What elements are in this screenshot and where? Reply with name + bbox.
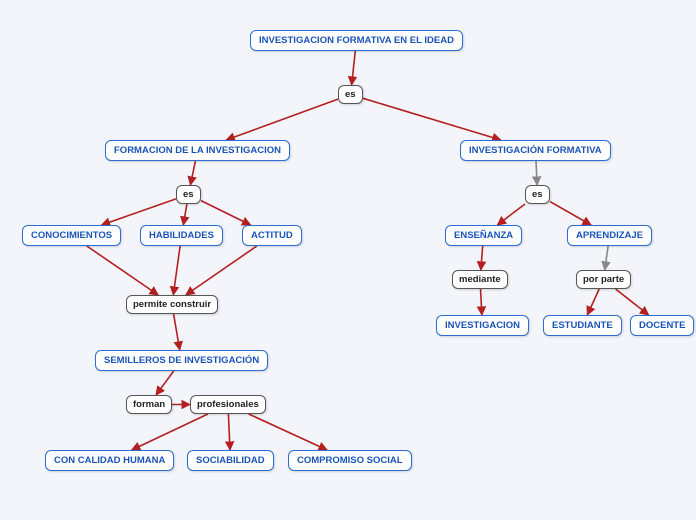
concept-node-calidad: CON CALIDAD HUMANA <box>45 450 174 471</box>
edge-profes-calidad <box>132 414 208 450</box>
edge-porparte-docente <box>616 289 649 315</box>
node-label: DOCENTE <box>639 320 685 331</box>
link-node-profes: profesionales <box>190 395 266 414</box>
node-label: INVESTIGACION FORMATIVA EN EL IDEAD <box>259 35 454 46</box>
concept-node-actitud: ACTITUD <box>242 225 302 246</box>
concept-node-docente: DOCENTE <box>630 315 694 336</box>
node-label: ACTITUD <box>251 230 293 241</box>
edge-es2-conoc <box>102 199 177 225</box>
concept-node-aprend: APRENDIZAJE <box>567 225 652 246</box>
node-label: forman <box>133 399 165 410</box>
edge-formacion-es2 <box>190 161 195 185</box>
concept-node-conoc: CONOCIMIENTOS <box>22 225 121 246</box>
concept-map-canvas: INVESTIGACION FORMATIVA EN EL IDEAD es FOR… <box>0 0 696 520</box>
node-label: ESTUDIANTE <box>552 320 613 331</box>
node-label: permite construir <box>133 299 211 310</box>
edge-es3-aprend <box>550 202 591 225</box>
link-node-porparte: por parte <box>576 270 631 289</box>
edge-ensen-mediante <box>481 246 483 270</box>
link-node-es1: es <box>338 85 363 104</box>
node-label: mediante <box>459 274 501 285</box>
edge-es1-formacion <box>226 99 338 140</box>
link-node-forman: forman <box>126 395 172 414</box>
edge-profes-compsoc <box>249 414 327 450</box>
node-label: CONOCIMIENTOS <box>31 230 112 241</box>
node-label: INVESTIGACION <box>445 320 520 331</box>
edge-actitud-permite <box>186 246 257 295</box>
link-node-es3: es <box>525 185 550 204</box>
node-label: APRENDIZAJE <box>576 230 643 241</box>
edge-semilleros-forman <box>156 371 174 395</box>
edge-es1-invform <box>363 98 501 140</box>
node-label: COMPROMISO SOCIAL <box>297 455 403 466</box>
concept-node-semilleros: SEMILLEROS DE INVESTIGACIÓN <box>95 350 268 371</box>
node-label: FORMACION DE LA INVESTIGACION <box>114 145 281 156</box>
link-node-es2: es <box>176 185 201 204</box>
node-label: es <box>532 189 543 200</box>
edges-layer <box>0 0 696 520</box>
node-label: SOCIABILIDAD <box>196 455 265 466</box>
concept-node-investig: INVESTIGACION <box>436 315 529 336</box>
edge-es3-ensen <box>497 204 525 225</box>
node-label: profesionales <box>197 399 259 410</box>
concept-node-compsoc: COMPROMISO SOCIAL <box>288 450 412 471</box>
edge-es2-actitud <box>201 201 251 225</box>
edge-root-es1 <box>352 51 356 85</box>
node-label: es <box>183 189 194 200</box>
edge-conoc-permite <box>87 246 158 295</box>
concept-node-root: INVESTIGACION FORMATIVA EN EL IDEAD <box>250 30 463 51</box>
edge-habil-permite <box>173 246 180 295</box>
node-label: ENSEÑANZA <box>454 230 513 241</box>
node-label: SEMILLEROS DE INVESTIGACIÓN <box>104 355 259 366</box>
edge-profes-sociab <box>228 414 230 450</box>
node-label: INVESTIGACIÓN FORMATIVA <box>469 145 602 156</box>
concept-node-sociab: SOCIABILIDAD <box>187 450 274 471</box>
concept-node-invform: INVESTIGACIÓN FORMATIVA <box>460 140 611 161</box>
node-label: por parte <box>583 274 624 285</box>
edge-es2-habil <box>183 204 187 225</box>
concept-node-ensen: ENSEÑANZA <box>445 225 522 246</box>
concept-node-formacion: FORMACION DE LA INVESTIGACION <box>105 140 290 161</box>
node-label: HABILIDADES <box>149 230 214 241</box>
edge-mediante-investig <box>481 289 482 315</box>
node-label: CON CALIDAD HUMANA <box>54 455 165 466</box>
edge-invform-es3 <box>536 161 537 185</box>
edge-permite-semilleros <box>174 314 180 350</box>
link-node-mediante: mediante <box>452 270 508 289</box>
concept-node-habil: HABILIDADES <box>140 225 223 246</box>
edge-porparte-estudiante <box>587 289 599 315</box>
link-node-permite: permite construir <box>126 295 218 314</box>
concept-node-estudiante: ESTUDIANTE <box>543 315 622 336</box>
node-label: es <box>345 89 356 100</box>
edge-aprend-porparte <box>605 246 608 270</box>
